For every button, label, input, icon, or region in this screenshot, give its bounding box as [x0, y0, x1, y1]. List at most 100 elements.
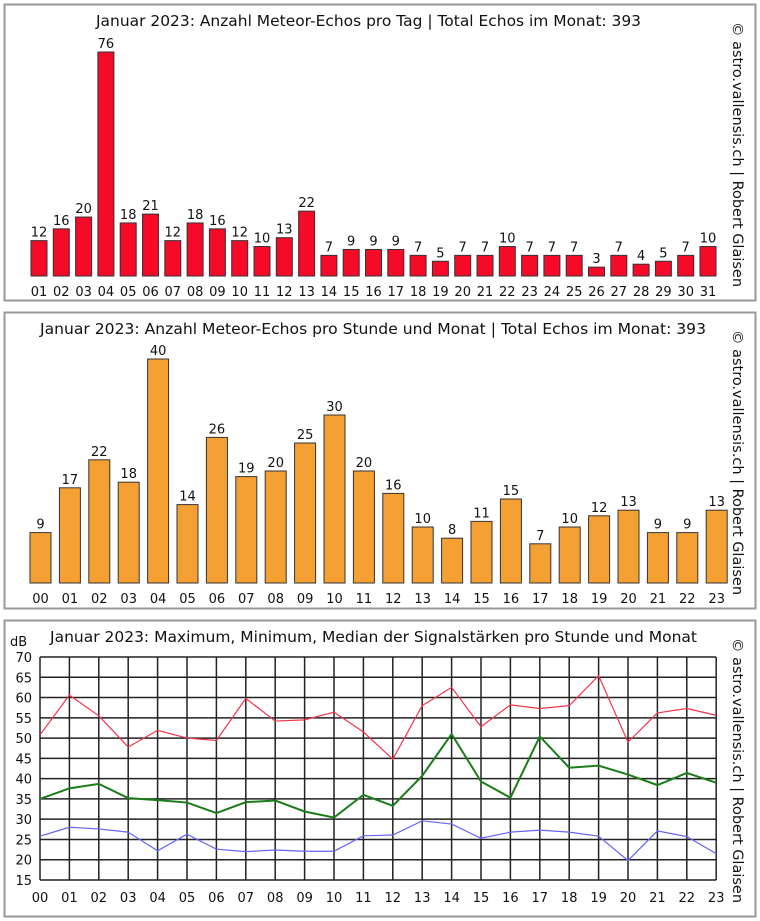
bar [275, 237, 293, 277]
data-label: 8 [448, 523, 456, 538]
x-tick-label: 00 [32, 891, 49, 906]
data-label: 11 [473, 506, 490, 521]
y-tick-label: 65 [15, 671, 32, 686]
x-tick-label: 26 [588, 285, 605, 300]
bar [521, 254, 539, 277]
x-tick-label: 23 [708, 891, 725, 906]
x-tick-label: 13 [414, 592, 431, 607]
x-tick-label: 06 [142, 285, 159, 300]
bar [677, 254, 695, 277]
data-label: 5 [436, 246, 444, 261]
bar [654, 260, 672, 277]
bar [323, 414, 346, 584]
watermark: © astro.vallensis.ch | Robert Glaisen [729, 638, 745, 903]
bar [588, 266, 605, 277]
data-label: 7 [682, 240, 690, 255]
bar [176, 504, 199, 584]
x-tick-label: 16 [503, 592, 520, 607]
data-label: 10 [561, 512, 578, 527]
x-tick-label: 14 [321, 285, 338, 300]
bar [142, 213, 159, 277]
y-tick-label: 35 [15, 793, 32, 808]
data-label: 25 [297, 428, 314, 443]
data-label: 18 [120, 208, 137, 223]
median-line [39, 732, 717, 819]
data-label: 7 [548, 240, 556, 255]
x-tick-label: 07 [238, 592, 255, 607]
data-label: 16 [385, 478, 402, 493]
x-tick-label: 10 [326, 891, 343, 906]
bar [294, 442, 317, 584]
bar [342, 248, 360, 277]
bar [632, 263, 650, 277]
bar [147, 358, 170, 584]
bar [411, 526, 434, 584]
bar [58, 487, 81, 584]
data-label: 9 [369, 234, 377, 249]
data-label: 12 [591, 501, 608, 516]
bar [499, 498, 522, 584]
data-label: 14 [179, 490, 196, 505]
data-label: 16 [53, 214, 70, 229]
data-label: 5 [659, 246, 667, 261]
data-label: 7 [414, 240, 422, 255]
x-tick-label: 18 [410, 285, 427, 300]
max-line [39, 674, 717, 761]
x-tick-label: 02 [91, 891, 108, 906]
data-label: 12 [31, 226, 48, 241]
bar [699, 246, 717, 277]
x-tick-label: 01 [62, 592, 79, 607]
data-label: 7 [325, 240, 333, 255]
data-label: 19 [238, 462, 255, 477]
data-label: 4 [637, 249, 645, 264]
x-tick-label: 23 [521, 285, 538, 300]
y-tick-label: 70 [15, 651, 32, 666]
x-tick-label: 16 [365, 285, 382, 300]
bar [205, 436, 228, 584]
x-tick-label: 08 [267, 592, 284, 607]
bar [387, 248, 405, 277]
bar [476, 254, 494, 277]
bar [208, 228, 226, 277]
data-label: 20 [267, 456, 284, 471]
signal-strength-panel: Januar 2023: Maximum, Minimum, Median de… [3, 619, 757, 918]
data-label: 7 [481, 240, 489, 255]
y-axis-label: dB [10, 635, 27, 650]
x-tick-label: 21 [477, 285, 494, 300]
bar [617, 509, 640, 584]
x-tick-label: 03 [75, 285, 92, 300]
bar [610, 254, 628, 277]
x-tick-label: 13 [298, 285, 315, 300]
watermark: © astro.vallensis.ch | Robert Glaisen [729, 330, 745, 595]
x-tick-label: 19 [590, 891, 607, 906]
x-tick-label: 09 [209, 285, 226, 300]
x-tick-label: 16 [502, 891, 519, 906]
data-label: 7 [615, 240, 623, 255]
data-label: 20 [75, 202, 92, 217]
bar [365, 248, 382, 277]
x-tick-label: 02 [91, 592, 108, 607]
data-label: 15 [503, 484, 520, 499]
x-tick-label: 15 [473, 592, 490, 607]
data-label: 76 [98, 37, 115, 52]
bar [186, 222, 204, 277]
data-label: 16 [209, 214, 226, 229]
data-label: 22 [298, 196, 315, 211]
x-tick-label: 05 [179, 891, 196, 906]
x-tick-label: 08 [187, 285, 204, 300]
bar [88, 459, 111, 584]
x-tick-label: 05 [120, 285, 137, 300]
x-tick-label: 24 [544, 285, 561, 300]
bar [470, 520, 493, 584]
data-label: 7 [536, 529, 544, 544]
data-label: 9 [347, 234, 355, 249]
x-tick-label: 11 [355, 891, 372, 906]
data-label: 21 [142, 199, 159, 214]
bar [97, 51, 115, 277]
x-tick-label: 06 [209, 592, 226, 607]
y-tick-label: 60 [15, 692, 32, 707]
x-tick-label: 06 [208, 891, 225, 906]
x-tick-label: 13 [414, 891, 431, 906]
data-label: 10 [414, 512, 431, 527]
